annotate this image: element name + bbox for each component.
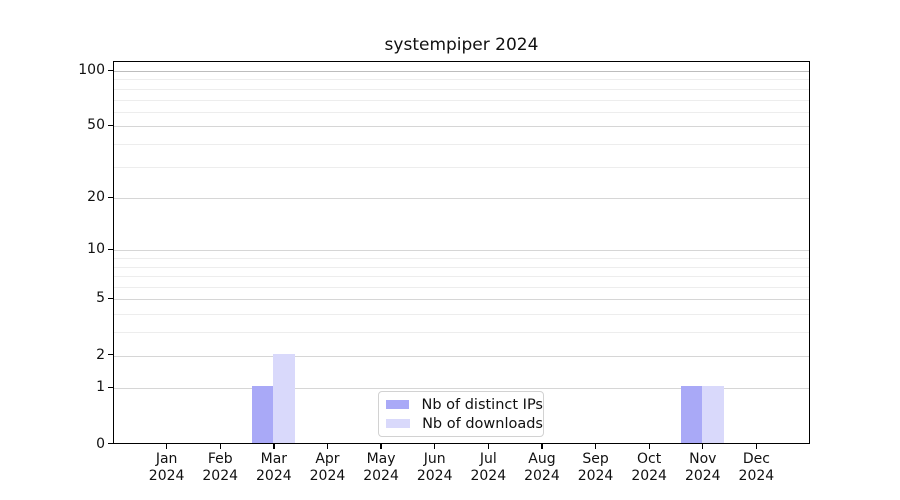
x-tick-month: Dec	[742, 451, 770, 467]
y-tick-label-20: 20	[87, 189, 105, 206]
x-tick-year: 2024	[363, 468, 399, 484]
minor-gridline-6	[114, 287, 809, 289]
x-tick-label-nov: Nov 2024	[663, 451, 743, 485]
y-tick-label-10: 10	[87, 241, 105, 258]
x-tick-month: Jul	[479, 451, 497, 467]
chart-title: systempiper 2024	[384, 35, 539, 55]
y-tick-label-50: 50	[87, 117, 105, 134]
y-tick-mark-5	[108, 297, 113, 300]
x-tick-label-sep: Sep 2024	[556, 451, 636, 485]
x-tick-label-feb: Feb 2024	[180, 451, 260, 485]
x-tick-month: Mar	[260, 451, 288, 467]
x-tick-year: 2024	[577, 468, 614, 484]
legend-swatch-distinct-ips	[386, 399, 410, 410]
x-tick-mark-dec	[755, 443, 758, 449]
x-tick-mark-aug	[541, 443, 543, 449]
legend-row-downloads: Nb of downloads	[386, 416, 543, 432]
x-tick-month: Jun	[423, 451, 446, 467]
x-tick-year: 2024	[684, 468, 721, 484]
x-tick-month: May	[366, 451, 396, 467]
x-tick-label-dec: Dec 2024	[716, 451, 796, 485]
minor-gridline-30	[114, 166, 809, 168]
x-tick-label-aug: Aug 2024	[502, 451, 582, 485]
legend: Nb of distinct IPs Nb of downloads	[378, 391, 544, 437]
minor-gridline-9	[114, 258, 809, 260]
minor-gridline-3	[114, 332, 809, 334]
x-tick-month: Jan	[155, 451, 178, 467]
minor-gridline-80	[114, 88, 809, 90]
plot-area	[113, 61, 810, 444]
x-tick-mark-jan	[166, 443, 168, 449]
legend-label-downloads: Nb of downloads	[422, 415, 543, 432]
legend-row-distinct-ips: Nb of distinct IPs	[386, 397, 543, 413]
y-tick-label-100: 100	[78, 62, 105, 78]
y-tick-label-5: 5	[96, 290, 105, 307]
bar-distinct-ips-nov	[680, 386, 703, 443]
y-tick-mark-0	[108, 443, 113, 445]
x-tick-label-oct: Oct 2024	[609, 451, 689, 485]
x-tick-label-may: May 2024	[341, 451, 421, 485]
x-tick-mark-may	[380, 443, 382, 449]
x-tick-year: 2024	[148, 468, 185, 484]
x-tick-mark-mar	[273, 443, 275, 449]
y-tick-mark-20	[108, 196, 113, 198]
x-tick-month: Oct	[637, 451, 662, 467]
x-tick-month: Aug	[528, 451, 556, 467]
legend-swatch-downloads	[386, 418, 411, 429]
x-tick-month: Nov	[689, 451, 717, 467]
major-gridline-5	[114, 299, 809, 301]
x-tick-mark-feb	[219, 443, 221, 449]
bar-downloads-mar	[273, 353, 295, 443]
x-tick-mark-jul	[487, 443, 489, 449]
y-tick-mark-100	[108, 69, 113, 71]
minor-gridline-40	[114, 143, 809, 145]
x-tick-mark-jun	[434, 443, 436, 449]
x-tick-label-apr: Apr 2024	[287, 451, 367, 485]
x-tick-label-jan: Jan 2024	[127, 451, 207, 485]
x-tick-mark-sep	[594, 443, 597, 449]
major-gridline-2	[114, 355, 809, 357]
x-tick-month: Feb	[207, 451, 233, 467]
minor-gridline-60	[114, 111, 809, 113]
x-tick-mark-nov	[702, 443, 704, 449]
x-tick-year: 2024	[202, 468, 239, 484]
x-tick-year: 2024	[470, 468, 507, 484]
x-tick-year: 2024	[524, 468, 560, 484]
x-tick-month: Sep	[582, 451, 609, 467]
y-tick-label-1: 1	[96, 379, 105, 396]
bar-distinct-ips-mar	[251, 386, 274, 443]
y-tick-mark-1	[108, 386, 113, 389]
x-tick-mark-apr	[326, 443, 329, 449]
x-tick-label-jul: Jul 2024	[448, 451, 528, 485]
bar-downloads-nov	[702, 386, 724, 443]
minor-gridline-70	[114, 99, 809, 101]
major-gridline-100	[114, 71, 809, 72]
y-tick-mark-50	[108, 124, 113, 127]
legend-label-distinct-ips: Nb of distinct IPs	[421, 396, 543, 413]
minor-gridline-7	[114, 276, 809, 278]
x-tick-label-mar: Mar 2024	[234, 451, 314, 485]
minor-gridline-4	[114, 314, 809, 316]
x-tick-year: 2024	[256, 468, 292, 484]
y-tick-label-2: 2	[96, 346, 105, 363]
x-tick-year: 2024	[416, 468, 453, 484]
x-tick-label-jun: Jun 2024	[395, 451, 475, 485]
x-tick-year: 2024	[631, 468, 667, 484]
x-tick-month: Apr	[315, 451, 340, 467]
major-gridline-20	[114, 198, 809, 200]
y-tick-label-0: 0	[96, 435, 105, 452]
y-tick-mark-2	[108, 354, 113, 356]
minor-gridline-8	[114, 266, 809, 268]
major-gridline-50	[114, 126, 809, 128]
x-tick-year: 2024	[738, 468, 775, 484]
major-gridline-10	[114, 250, 809, 252]
x-tick-mark-oct	[648, 443, 650, 449]
y-tick-mark-10	[108, 248, 113, 251]
major-gridline-1	[114, 388, 809, 390]
minor-gridline-90	[114, 79, 809, 81]
x-tick-year: 2024	[309, 468, 346, 484]
